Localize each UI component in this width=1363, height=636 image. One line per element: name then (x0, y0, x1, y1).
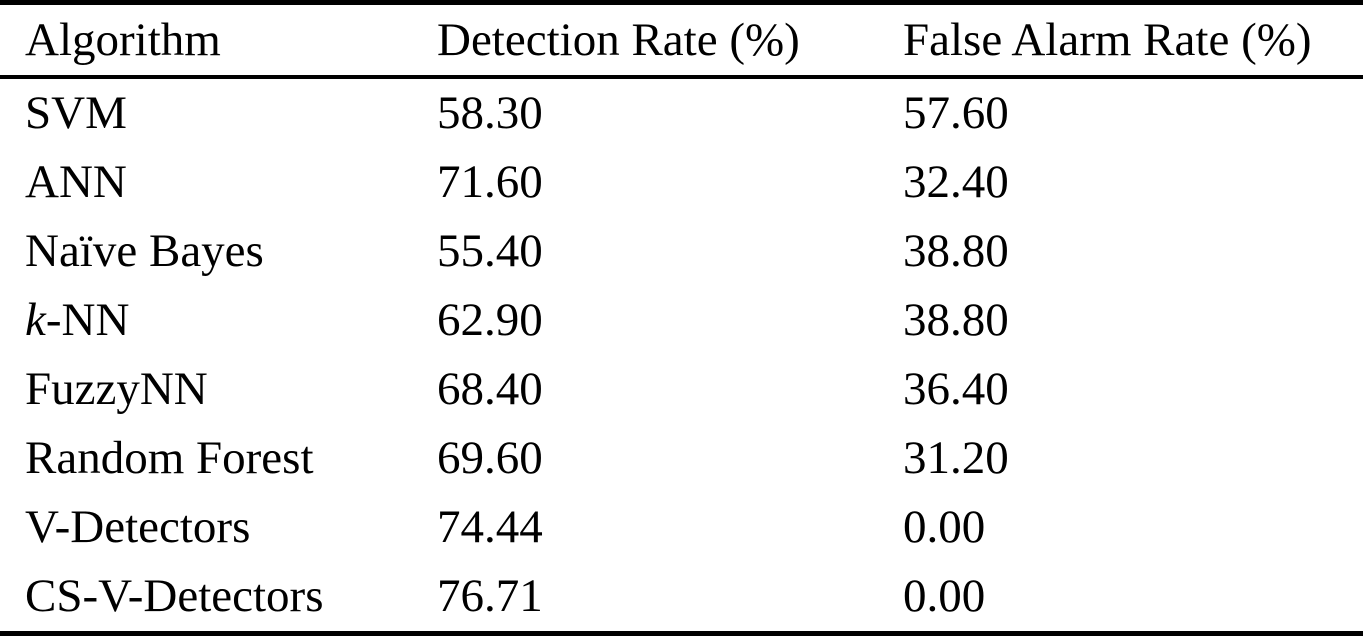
table-row: ANN 71.60 32.40 (0, 148, 1363, 217)
table-row: k-NN 62.90 38.80 (0, 286, 1363, 355)
detection-rate-cell: 55.40 (437, 225, 543, 277)
algorithm-cell: ANN (25, 159, 437, 206)
false-alarm-rate-cell: 31.20 (903, 432, 1009, 484)
algorithm-name: Naïve Bayes (25, 225, 264, 277)
algorithm-cell: FuzzyNN (25, 366, 437, 413)
algorithm-cell: Random Forest (25, 435, 437, 482)
detection-rate-cell: 69.60 (437, 432, 543, 484)
algorithm-name-italic: k (25, 294, 46, 346)
algorithm-cell: SVM (25, 90, 437, 137)
algorithm-name: Random Forest (25, 432, 314, 484)
algorithm-cell: V-Detectors (25, 504, 437, 551)
detection-rate-cell: 71.60 (437, 156, 543, 208)
false-alarm-rate-cell: 0.00 (903, 570, 986, 622)
false-alarm-rate-cell: 57.60 (903, 87, 1009, 139)
table-row: V-Detectors 74.44 0.00 (0, 493, 1363, 562)
table-row: FuzzyNN 68.40 36.40 (0, 355, 1363, 424)
algorithm-name: FuzzyNN (25, 363, 208, 415)
detection-rate-cell: 58.30 (437, 87, 543, 139)
algorithm-name: V-Detectors (25, 501, 251, 553)
table-header-row: Algorithm Detection Rate (%) False Alarm… (0, 5, 1363, 79)
algorithm-name: CS-V-Detectors (25, 570, 324, 622)
algorithm-name: ANN (25, 156, 127, 208)
false-alarm-rate-cell: 0.00 (903, 501, 986, 553)
algorithm-name: SVM (25, 87, 127, 139)
column-header-algorithm: Algorithm (25, 13, 221, 66)
table-row: Random Forest 69.60 31.20 (0, 424, 1363, 493)
algorithm-cell: Naïve Bayes (25, 228, 437, 275)
false-alarm-rate-cell: 38.80 (903, 294, 1009, 346)
algorithm-cell: CS-V-Detectors (25, 573, 437, 620)
algorithm-name: -NN (45, 294, 130, 346)
detection-rate-cell: 68.40 (437, 363, 543, 415)
table-row: SVM 58.30 57.60 (0, 79, 1363, 148)
false-alarm-rate-cell: 32.40 (903, 156, 1009, 208)
false-alarm-rate-cell: 36.40 (903, 363, 1009, 415)
detection-rate-cell: 62.90 (437, 294, 543, 346)
detection-rate-cell: 74.44 (437, 501, 543, 553)
column-header-false-alarm-rate: False Alarm Rate (%) (903, 13, 1312, 66)
detection-rate-cell: 76.71 (437, 570, 543, 622)
table-row: Naïve Bayes 55.40 38.80 (0, 217, 1363, 286)
false-alarm-rate-cell: 38.80 (903, 225, 1009, 277)
table-row: CS-V-Detectors 76.71 0.00 (0, 562, 1363, 631)
algorithm-cell: k-NN (25, 297, 437, 344)
column-header-detection-rate: Detection Rate (%) (437, 13, 800, 66)
